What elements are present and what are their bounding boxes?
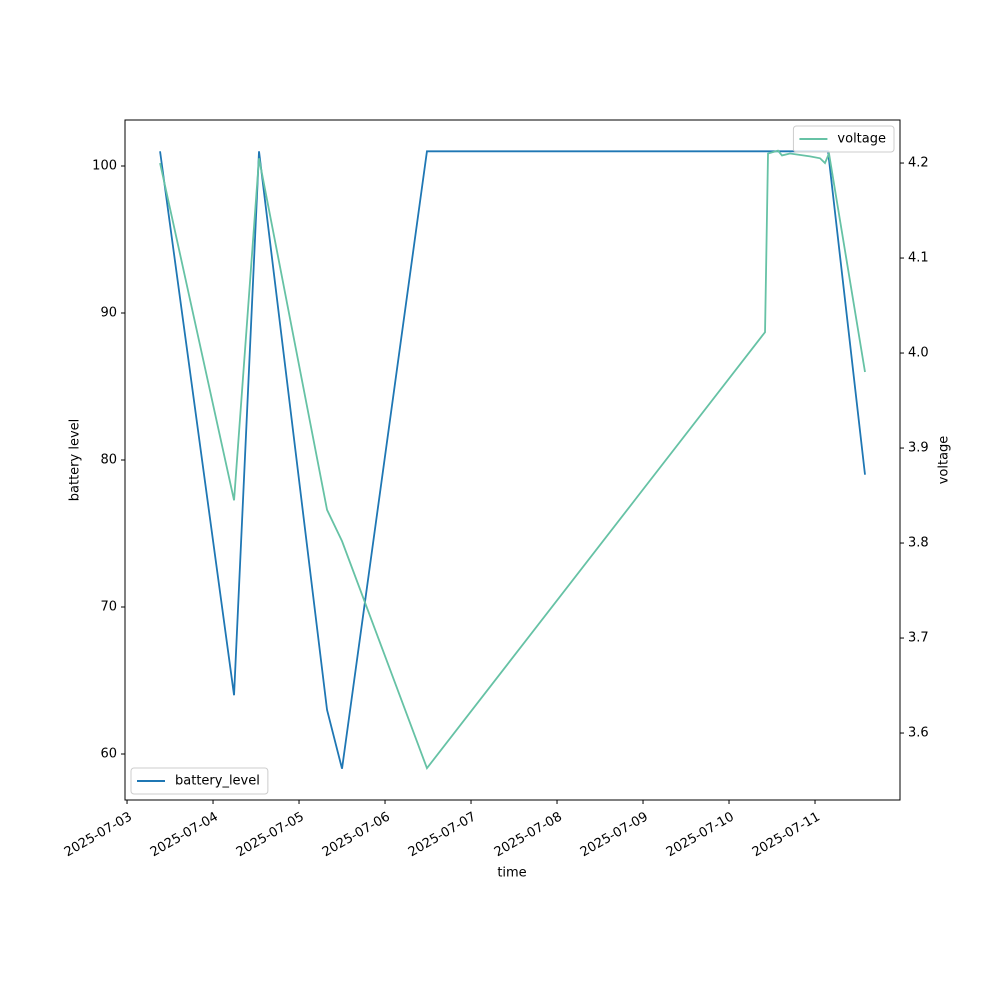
x-tick-label: 2025-07-10	[664, 810, 737, 861]
x-tick-label: 2025-07-08	[492, 810, 565, 861]
y2-axis-label: voltage	[937, 436, 952, 485]
y2-tick-label: 4.1	[908, 251, 929, 266]
x-tick-label: 2025-07-04	[148, 810, 221, 861]
y-tick-label: 60	[100, 746, 117, 761]
legend: battery_level	[130, 767, 269, 795]
y-tick-label: 70	[100, 599, 117, 614]
y2-tick-label: 3.7	[908, 631, 929, 646]
legend-label: battery_level	[175, 774, 260, 789]
y-tick-label: 90	[100, 306, 117, 321]
y-tick-label: 100	[92, 159, 117, 174]
x-tick-label: 2025-07-05	[234, 810, 307, 861]
y2-tick-label: 3.6	[908, 726, 929, 741]
x-tick-label: 2025-07-07	[406, 810, 479, 861]
x-axis-label: time	[497, 866, 526, 881]
plot-frame	[124, 119, 901, 801]
y2-tick-label: 4.0	[908, 346, 929, 361]
x-tick-label: 2025-07-03	[62, 810, 135, 861]
x-tick-label: 2025-07-06	[320, 810, 393, 861]
y2-tick-label: 3.8	[908, 536, 929, 551]
legend-box	[130, 767, 269, 795]
y-axis-label: battery level	[68, 419, 83, 502]
y2-tick-label: 3.9	[908, 441, 929, 456]
y2-tick-label: 4.2	[908, 156, 929, 171]
series-line	[159, 149, 866, 771]
series-line	[159, 150, 866, 769]
legend: voltage	[792, 125, 895, 153]
legend-box	[792, 125, 895, 153]
x-tick-label: 2025-07-09	[578, 810, 651, 861]
legend-label: voltage	[837, 132, 886, 147]
x-tick-label: 2025-07-11	[750, 810, 823, 861]
y-tick-label: 80	[100, 453, 117, 468]
